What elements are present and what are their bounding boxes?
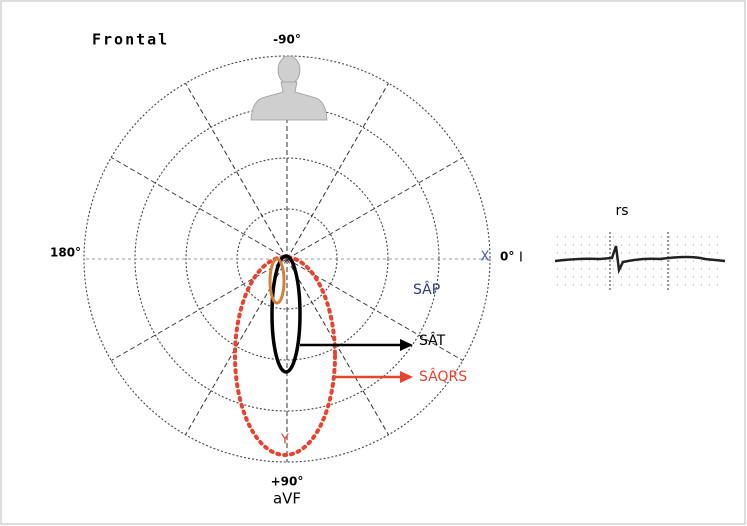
- diagram: Frontal -90° 180° 0° I +90° aVF X Y SÂP …: [0, 0, 747, 526]
- lead-i: I: [519, 251, 523, 266]
- axis-x: X: [481, 250, 490, 265]
- angle-top: -90°: [273, 33, 301, 47]
- label-saqrs: SÂQRS: [419, 367, 467, 385]
- axis-y: Y: [280, 433, 289, 448]
- label-sap: SÂP: [413, 280, 440, 298]
- lead-avf: aVF: [273, 490, 301, 508]
- title: Frontal: [92, 31, 169, 49]
- angle-bottom: +90°: [271, 475, 304, 489]
- angle-right: 0°: [500, 250, 514, 264]
- angle-left: 180°: [50, 246, 81, 260]
- ecg-label: rs: [615, 203, 628, 219]
- frame: [1, 1, 745, 524]
- label-sat: SÂT: [419, 331, 446, 349]
